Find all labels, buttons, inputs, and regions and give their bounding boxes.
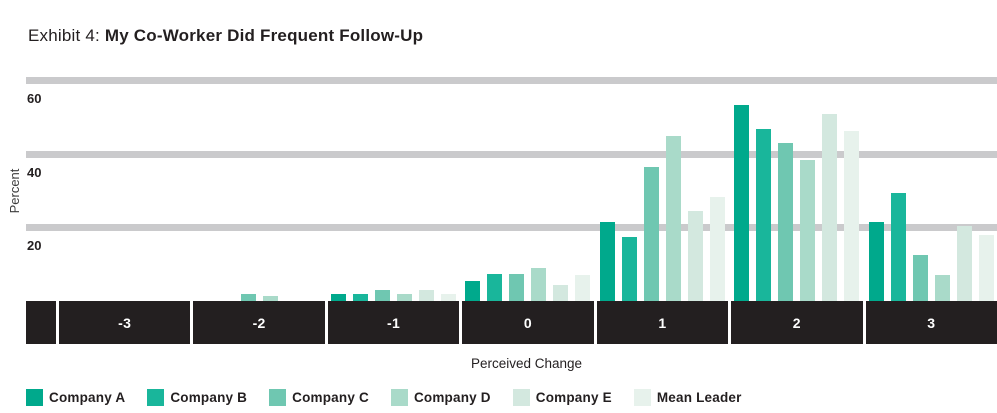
bar-company-e-3 [956, 225, 972, 301]
bar-company-c-3 [912, 255, 928, 301]
legend: Company A Company B Company C Company D Comp… [26, 389, 742, 406]
bar-group-0 [462, 77, 593, 301]
bar-company-d-2 [800, 159, 816, 301]
legend-swatch-company-e [512, 389, 530, 406]
bar-mean-leader-2 [844, 130, 860, 301]
bar-company-a--1 [331, 293, 347, 301]
bar-company-d--2 [262, 295, 278, 301]
legend-swatch-mean-leader [633, 389, 651, 406]
gridline-60 [26, 77, 997, 85]
legend-swatch-company-a [26, 389, 43, 406]
y-tick-label-60: 60 [27, 91, 42, 107]
bar-group--3 [59, 77, 190, 301]
x-category--3: -3 [59, 301, 191, 344]
legend-label-mean-leader: Mean Leader [656, 390, 742, 405]
legend-item-mean-leader: Mean Leader [633, 389, 742, 406]
bar-company-c-1 [643, 167, 659, 301]
chart-title-prefix: Exhibit 4: [28, 26, 105, 45]
bar-mean-leader-1 [709, 196, 725, 301]
x-category-0: 0 [462, 301, 594, 344]
chart-title-main: My Co-Worker Did Frequent Follow-Up [104, 26, 424, 45]
bar-company-b-3 [890, 192, 906, 301]
bar-group--1 [328, 77, 459, 301]
bar-group-2 [731, 77, 862, 301]
legend-item-company-b: Company B [147, 389, 247, 406]
bar-company-d-0 [531, 268, 547, 301]
bar-company-c--1 [375, 290, 391, 301]
legend-swatch-company-d [390, 389, 408, 406]
bar-company-b-1 [621, 236, 637, 301]
legend-label-company-d: Company D [413, 390, 491, 405]
legend-label-company-b: Company B [170, 390, 248, 405]
bar-company-b-2 [756, 128, 772, 301]
legend-item-company-c: Company C [269, 389, 369, 406]
x-category-2: 2 [731, 301, 863, 344]
bar-company-d-3 [934, 275, 950, 301]
legend-label-company-e: Company E [535, 390, 612, 405]
x-category-3: 3 [865, 301, 997, 344]
x-axis-label: Perceived Change [470, 356, 583, 371]
x-category--2: -2 [193, 301, 325, 344]
legend-label-company-a: Company A [49, 390, 126, 405]
bar-company-e-0 [553, 284, 569, 301]
bars-area [26, 77, 997, 301]
legend-swatch-company-b [147, 389, 165, 406]
legend-item-company-d: Company D [390, 389, 491, 406]
bar-company-d--1 [397, 293, 413, 301]
bar-company-a-2 [734, 104, 750, 301]
bar-company-c--2 [240, 293, 256, 301]
bar-company-e--1 [419, 290, 435, 301]
bar-company-c-0 [509, 273, 525, 301]
bar-mean-leader-3 [978, 235, 994, 301]
bar-group-1 [597, 77, 728, 301]
y-tick-label-40: 40 [27, 164, 42, 180]
chart-title: Exhibit 4: My Co-Worker Did Frequent Fol… [28, 26, 423, 46]
gridline-20 [26, 224, 997, 232]
gridline-40 [26, 150, 997, 158]
bar-company-b--1 [353, 293, 369, 301]
plot-area: 60 40 20 [26, 77, 997, 301]
bar-company-e-2 [822, 113, 838, 301]
legend-item-company-e: Company E [512, 389, 612, 406]
bar-group--2 [193, 77, 324, 301]
bar-company-d-1 [665, 136, 681, 301]
bar-company-a-3 [868, 222, 884, 301]
y-tick-label-20: 20 [27, 238, 42, 254]
legend-item-company-a: Company A [26, 389, 125, 406]
axis-stub-spacer [26, 77, 56, 301]
x-category-1: 1 [596, 301, 729, 344]
bar-company-c-2 [778, 143, 794, 301]
x-axis-band: -3 -2 -1 0 1 2 3 [26, 301, 997, 344]
bar-company-b-0 [487, 273, 503, 301]
legend-label-company-c: Company C [292, 390, 369, 405]
x-category--1: -1 [327, 301, 460, 344]
bar-mean-leader--1 [441, 293, 457, 301]
bar-company-a-1 [599, 222, 615, 301]
bar-company-e-1 [687, 211, 703, 301]
bar-mean-leader-0 [575, 275, 591, 301]
y-axis-label: Percent [7, 168, 22, 214]
bar-group-3 [866, 77, 997, 301]
bar-company-a-0 [465, 280, 481, 301]
legend-swatch-company-c [269, 389, 287, 406]
axis-stub [26, 301, 56, 344]
